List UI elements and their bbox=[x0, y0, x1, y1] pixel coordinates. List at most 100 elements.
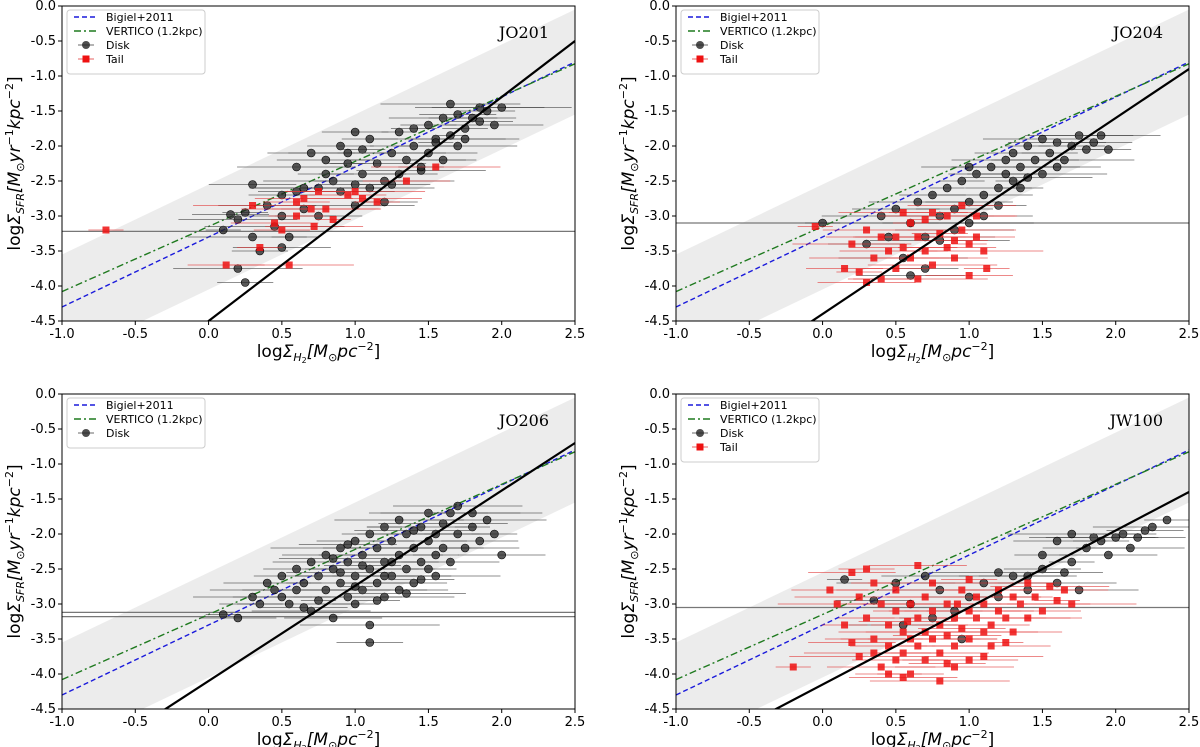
disk-point bbox=[460, 543, 470, 553]
y-tick-label: -2.5 bbox=[645, 562, 670, 577]
y-tick-label: -4.0 bbox=[645, 279, 670, 294]
tail-point bbox=[936, 677, 944, 685]
disk-point bbox=[891, 204, 901, 214]
disk-point bbox=[336, 578, 345, 588]
disk-point bbox=[1052, 536, 1062, 546]
disk-point bbox=[262, 578, 272, 588]
tail-point bbox=[958, 202, 966, 209]
x-tick-label: 1.5 bbox=[1032, 715, 1053, 730]
x-tick-label: 0.0 bbox=[812, 327, 833, 342]
disk-point bbox=[299, 578, 309, 588]
disk-point bbox=[284, 599, 294, 609]
tail-point bbox=[249, 202, 257, 209]
legend-label-tail: Tail bbox=[105, 53, 124, 66]
y-tick-label: -2.0 bbox=[31, 139, 56, 154]
disk-point bbox=[218, 225, 228, 235]
x-tick-label: 0.0 bbox=[812, 715, 833, 730]
panel-jo204: -1.0 -0.5 0.0 0.5 1.0 1.5 2.0 2.5 0.0 -0.5 -1.0 -1.… bbox=[617, 0, 1199, 365]
tail-point bbox=[293, 198, 301, 206]
legend-label-vertico: VERTICO (1.2kpc) bbox=[106, 413, 203, 426]
disk-point bbox=[475, 536, 485, 546]
legend-disk-swatch bbox=[696, 429, 704, 437]
tail-point bbox=[271, 219, 279, 227]
x-tick-label: 1.0 bbox=[959, 327, 980, 342]
disk-point bbox=[343, 148, 353, 158]
tail-point bbox=[899, 209, 907, 216]
tail-point bbox=[950, 254, 958, 262]
disk-point bbox=[920, 571, 930, 581]
legend-label-vertico: VERTICO (1.2kpc) bbox=[720, 413, 817, 426]
x-tick-label: -1.0 bbox=[49, 327, 74, 342]
disk-point bbox=[321, 155, 331, 165]
tail-point bbox=[885, 670, 893, 678]
tail-point bbox=[1024, 579, 1032, 587]
disk-point bbox=[1016, 183, 1025, 193]
disk-point bbox=[453, 529, 463, 539]
legend-tail-swatch bbox=[696, 443, 704, 451]
plot-area bbox=[676, 397, 1189, 709]
tail-point bbox=[885, 642, 893, 650]
y-axis-label: logΣSFR[M⊙yr−1kpc−2] bbox=[617, 464, 641, 638]
disk-point bbox=[233, 613, 243, 623]
y-tick-label: 0.0 bbox=[649, 387, 670, 402]
tail-point bbox=[943, 244, 951, 251]
tail-point bbox=[972, 593, 980, 601]
disk-point bbox=[497, 103, 507, 112]
disk-point bbox=[1104, 550, 1113, 560]
disk-point bbox=[409, 526, 419, 535]
y-tick-label: -1.5 bbox=[31, 492, 56, 507]
x-tick-label: 1.0 bbox=[345, 715, 366, 730]
x-tick-label: 0.0 bbox=[198, 715, 219, 730]
x-tick-label: -0.5 bbox=[737, 327, 762, 342]
tail-point bbox=[432, 163, 440, 171]
y-tick-label: -1.0 bbox=[645, 69, 670, 84]
legend-label-disk: Disk bbox=[106, 427, 130, 440]
legend-label-disk: Disk bbox=[106, 39, 130, 52]
tail-point bbox=[994, 586, 1002, 594]
disk-point bbox=[372, 578, 382, 588]
y-tick-label: -1.0 bbox=[645, 457, 670, 472]
legend-box bbox=[66, 9, 206, 75]
tail-point bbox=[285, 261, 293, 269]
disk-point bbox=[906, 271, 915, 280]
x-axis-label: logΣH2[M⊙pc−2] bbox=[871, 340, 995, 365]
disk-point bbox=[979, 190, 989, 200]
disk-point bbox=[453, 141, 463, 151]
fit-line bbox=[206, 40, 575, 321]
x-axis-label: logΣH2[M⊙pc−2] bbox=[871, 728, 995, 747]
tail-point bbox=[811, 223, 819, 230]
disk-point bbox=[1023, 141, 1033, 151]
plot-area bbox=[676, 9, 1189, 321]
x-tick-label: 2.0 bbox=[1105, 715, 1126, 730]
tail-point bbox=[877, 663, 885, 671]
disk-point bbox=[277, 190, 287, 200]
tail-point bbox=[907, 219, 915, 227]
disk-point bbox=[431, 571, 441, 581]
y-tick-label: -2.0 bbox=[31, 527, 56, 542]
tail-point bbox=[965, 576, 973, 583]
y-tick-label: -4.5 bbox=[31, 702, 56, 717]
tail-point bbox=[826, 586, 834, 594]
tail-point bbox=[1031, 593, 1039, 601]
y-tick-label: -4.5 bbox=[31, 314, 56, 329]
plot-area bbox=[62, 9, 575, 321]
scatter-band bbox=[676, 397, 1189, 709]
panel-title: JO201 bbox=[497, 23, 549, 42]
panel-jo201: -1.0 -0.5 0.0 0.5 1.0 1.5 2.0 2.5 0.0 -0.5 -1.0 -1.… bbox=[3, 0, 585, 365]
legend-disk-swatch bbox=[696, 41, 704, 49]
tail-point bbox=[943, 632, 951, 639]
y-tick-label: -3.5 bbox=[645, 632, 670, 647]
tail-point bbox=[958, 226, 966, 234]
tail-point bbox=[278, 226, 286, 234]
x-tick-label: -1.0 bbox=[663, 327, 688, 342]
x-tick-label: 0.5 bbox=[886, 715, 907, 730]
legend-label-disk: Disk bbox=[720, 39, 744, 52]
disk-point bbox=[964, 162, 974, 172]
tail-point bbox=[921, 628, 929, 636]
disk-point bbox=[394, 127, 404, 137]
y-tick-label: 0.0 bbox=[35, 387, 56, 402]
disk-point bbox=[402, 589, 411, 598]
tail-point bbox=[987, 642, 995, 650]
